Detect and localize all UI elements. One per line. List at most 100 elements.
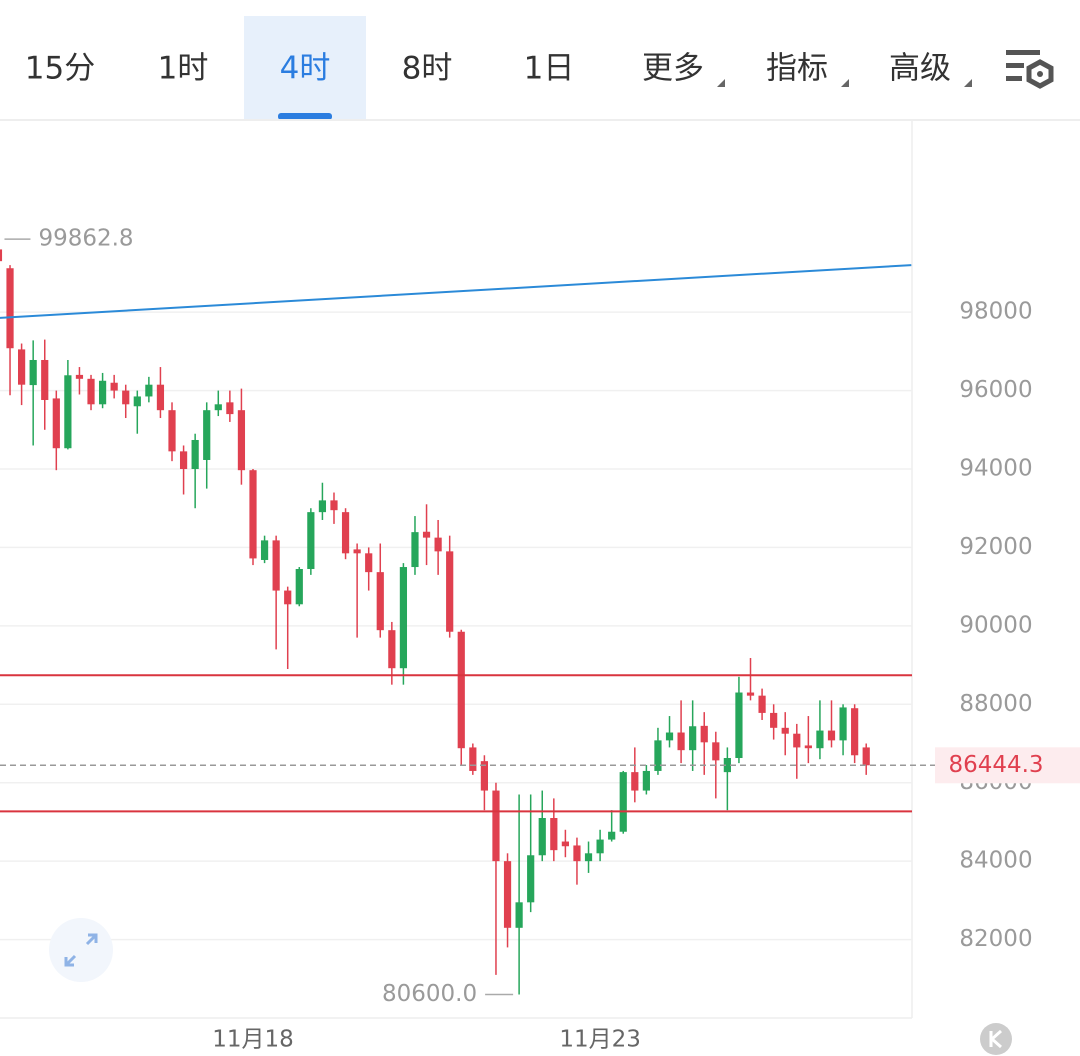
candle-body xyxy=(272,540,280,591)
candle-body xyxy=(41,359,49,400)
candle-body xyxy=(18,349,26,385)
candle-body xyxy=(226,402,234,415)
candle-body xyxy=(145,384,153,397)
expand-button[interactable] xyxy=(49,918,113,982)
tab[interactable]: 1日 xyxy=(524,51,575,87)
tab[interactable]: 更多 xyxy=(642,51,704,87)
y-tick-label: 96000 xyxy=(959,377,1032,403)
trend-line xyxy=(0,264,912,319)
candle-body xyxy=(527,855,535,903)
candle-body xyxy=(203,410,211,460)
settings-icon[interactable] xyxy=(1006,50,1054,89)
candle-body xyxy=(168,410,176,452)
candle-body xyxy=(434,537,442,552)
candle-body xyxy=(29,359,37,386)
candle-body xyxy=(723,758,731,773)
candle-body xyxy=(64,375,72,449)
y-tick-label: 88000 xyxy=(959,691,1032,717)
candle-body xyxy=(411,532,419,568)
candle-body xyxy=(689,726,697,751)
x-tick-label: 11月23 xyxy=(559,1027,641,1053)
candle-body xyxy=(376,572,384,631)
tab[interactable]: 4时 xyxy=(280,51,331,87)
tab[interactable]: 1时 xyxy=(158,51,209,87)
candle-body xyxy=(550,818,558,851)
candle-body xyxy=(295,569,303,605)
candle-body xyxy=(214,404,222,411)
candle-body xyxy=(122,390,130,405)
tab[interactable]: 8时 xyxy=(402,51,453,87)
candle-body xyxy=(446,551,454,632)
tab[interactable]: 15分 xyxy=(25,51,95,87)
candle-body xyxy=(191,439,199,470)
candle-body xyxy=(353,549,361,554)
candle-body xyxy=(110,382,118,391)
candle-body xyxy=(284,590,292,605)
candle-body xyxy=(399,567,408,669)
candle-body xyxy=(457,631,465,749)
y-tick-label: 98000 xyxy=(959,299,1032,325)
candle-body xyxy=(573,845,581,862)
candle-body xyxy=(469,747,477,771)
candle-body xyxy=(0,249,3,262)
candle-body xyxy=(237,410,246,471)
candle-body xyxy=(816,730,824,749)
candle-body xyxy=(596,839,604,854)
candle-body xyxy=(6,268,14,349)
candle-body xyxy=(584,853,593,862)
active-tab-indicator xyxy=(278,113,332,120)
candle-body xyxy=(608,831,616,840)
candle-body xyxy=(75,374,84,379)
y-tick-label: 94000 xyxy=(959,456,1032,482)
x-tick-label: 11月18 xyxy=(212,1027,294,1053)
tab-bar: 15分 1时 4时 8时 1日 更多 指标 高级 xyxy=(25,51,972,87)
dropdown-caret xyxy=(717,79,725,87)
y-tick-label: 92000 xyxy=(959,534,1032,560)
candle-body xyxy=(561,841,569,847)
candle-body xyxy=(619,772,627,832)
candle-body xyxy=(538,818,546,856)
tab[interactable]: 指标 xyxy=(766,51,828,87)
y-tick-label: 82000 xyxy=(959,926,1032,952)
candle-body xyxy=(422,531,431,538)
plot: 8200084000860008800090000920009400096000… xyxy=(0,120,1080,1053)
y-tick-label: 90000 xyxy=(959,612,1032,638)
candle-body xyxy=(249,470,257,559)
candle-body xyxy=(781,727,789,734)
dropdown-caret xyxy=(841,79,849,87)
candle-body xyxy=(179,451,188,470)
candle-body xyxy=(480,761,488,791)
active-tab-bg xyxy=(244,16,366,120)
candle-body xyxy=(260,540,269,560)
candle-body xyxy=(712,742,720,761)
candle-body xyxy=(827,730,836,741)
candle-body xyxy=(318,500,327,513)
dropdown-caret xyxy=(964,79,972,87)
candle-body xyxy=(492,790,500,862)
last-price-box xyxy=(935,747,1080,784)
k-logo[interactable] xyxy=(980,1023,1012,1055)
candle-body xyxy=(631,772,639,791)
candle-body xyxy=(341,512,350,554)
candle-body xyxy=(804,745,812,749)
candle-body xyxy=(87,378,95,405)
candle-body xyxy=(851,708,859,756)
candle-body xyxy=(746,692,755,696)
candle-body xyxy=(388,630,396,669)
tab[interactable]: 高级 xyxy=(889,51,951,87)
candle-body xyxy=(98,380,107,405)
candle-body xyxy=(654,740,662,771)
high-label: 99862.8 xyxy=(38,226,133,252)
candle-body xyxy=(758,695,766,713)
candle-body xyxy=(503,861,512,928)
candle-body xyxy=(515,902,523,928)
candle-body xyxy=(307,512,315,569)
low-label: 80600.0 xyxy=(382,981,477,1007)
candle-body xyxy=(52,398,60,449)
candle-body xyxy=(839,707,847,741)
candle-body xyxy=(862,747,870,766)
candle-body xyxy=(365,553,373,573)
candle-body xyxy=(156,384,165,411)
candle-body xyxy=(665,732,674,741)
